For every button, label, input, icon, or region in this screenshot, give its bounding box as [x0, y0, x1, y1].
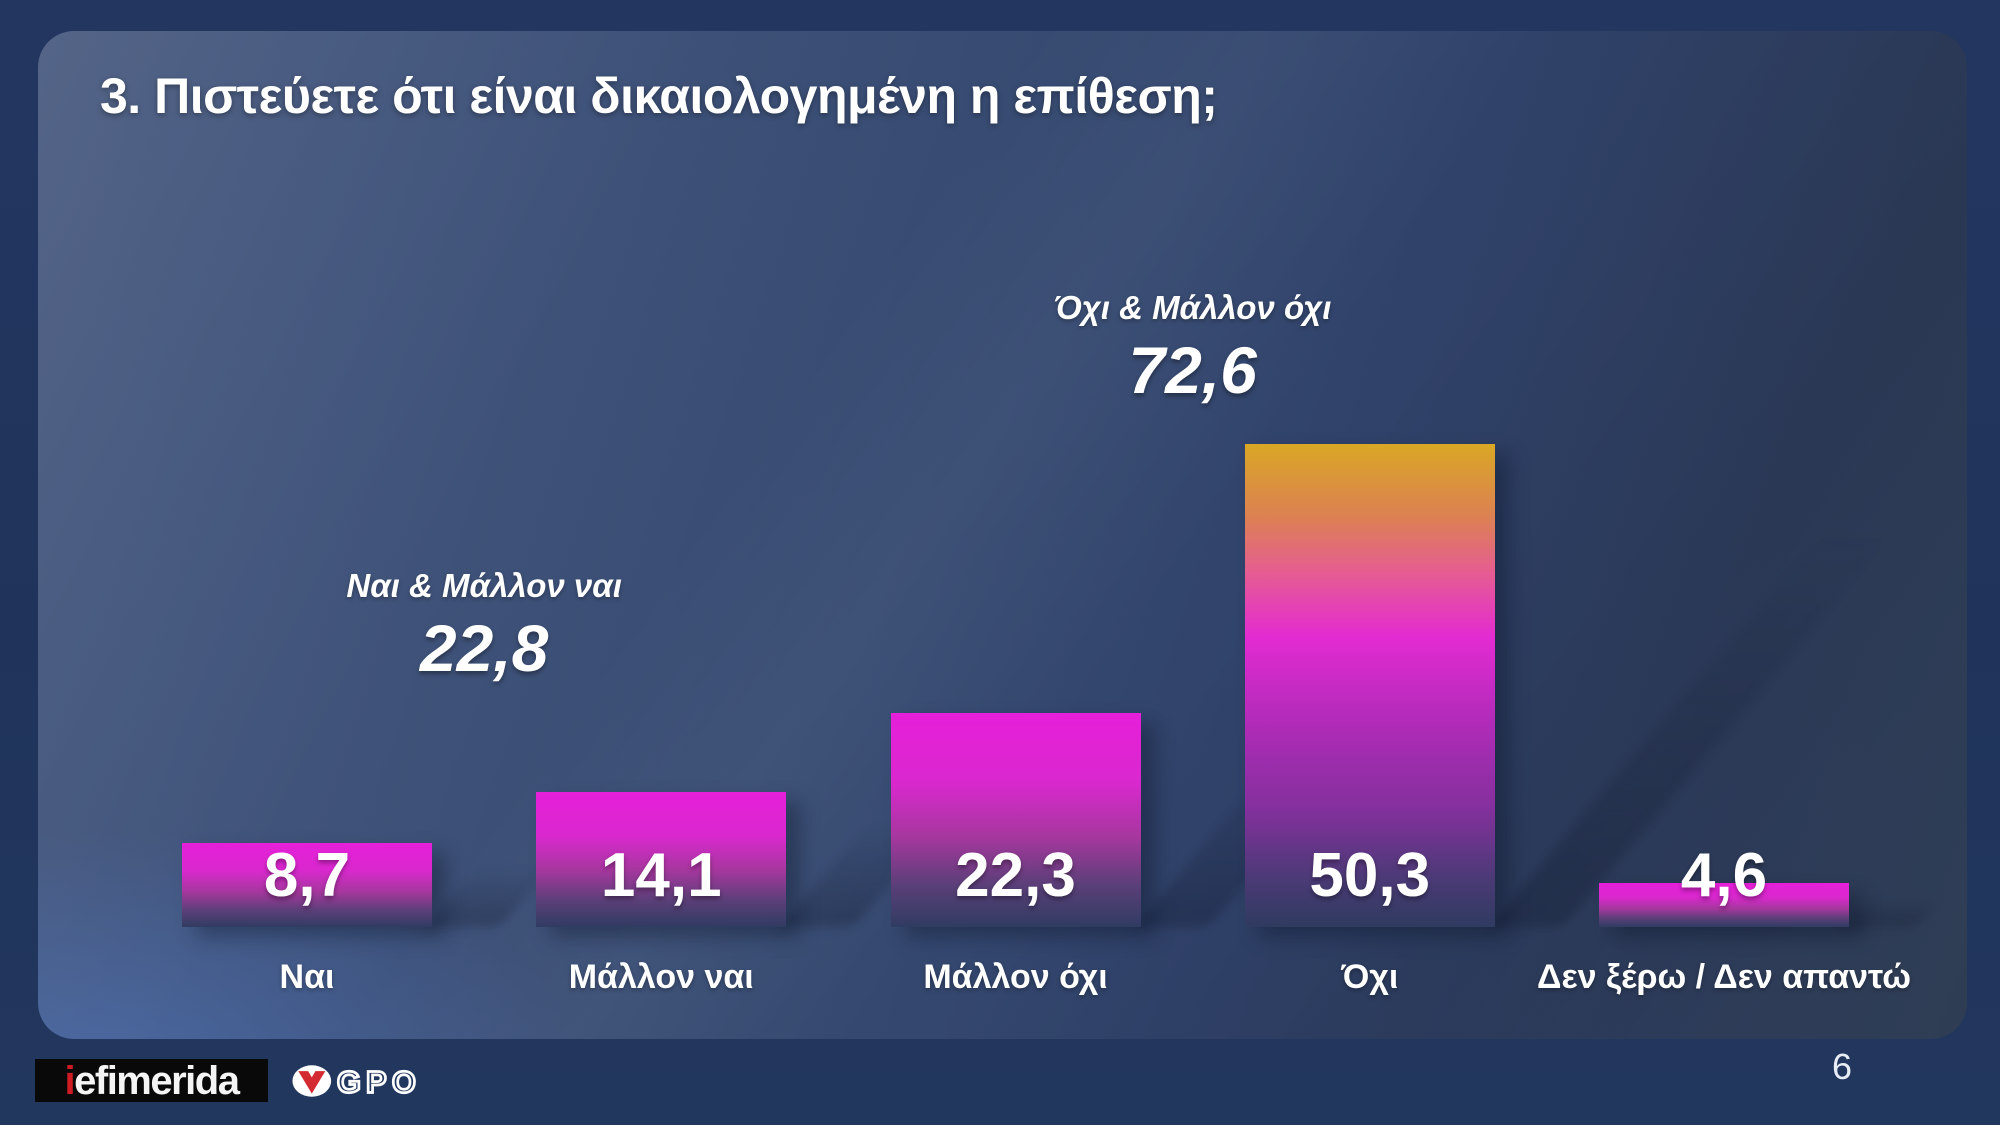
iefimerida-logo-text: efimerida: [74, 1058, 240, 1103]
iefimerida-logo: i efimerida: [35, 1059, 268, 1102]
bar-value-label: 14,1: [600, 841, 722, 910]
gpo-chevron-icon: [298, 1071, 326, 1094]
bar-value-label: 8,7: [263, 841, 351, 910]
page-number: 6: [1831, 1046, 1852, 1087]
bar-category-label: Όχι: [1341, 958, 1399, 996]
group-annotation-value: 22,8: [419, 611, 549, 685]
group-annotation-no: Όχι & Μάλλον όχι 72,6: [893, 289, 1493, 407]
bar-category-label: Δεν ξέρω / Δεν απαντώ: [1537, 958, 1911, 996]
bar-category-label: Μάλλον ναι: [568, 958, 754, 996]
bar-value-label: 22,3: [955, 841, 1076, 910]
bar-4: [1244, 444, 1495, 927]
bar-value-label: 50,3: [1309, 841, 1431, 910]
bar-2: [536, 792, 787, 927]
bar-5: [1599, 883, 1849, 927]
bar-category-label: Μάλλον όχι: [923, 958, 1108, 996]
bar-3: [890, 713, 1141, 927]
group-annotation-label: Όχι & Μάλλον όχι: [1053, 289, 1332, 326]
gpo-logo-letters: GPO: [337, 1066, 421, 1100]
group-annotation-yes: Ναι & Μάλλον ναι 22,8: [184, 567, 784, 685]
bar-category-label: Ναι: [279, 958, 335, 996]
bar-chart: Ναι & Μάλλον ναι 22,8 Όχι & Μάλλον όχι 7…: [38, 31, 1967, 1039]
chart-panel: 3. Πιστεύετε ότι είναι δικαιολογημένη η …: [38, 31, 1967, 1039]
group-annotation-value: 72,6: [1128, 333, 1257, 407]
page-title: 3. Πιστεύετε ότι είναι δικαιολογημένη η …: [100, 68, 1218, 124]
group-annotation-label: Ναι & Μάλλον ναι: [346, 567, 622, 604]
bar-value-label: 4,6: [1680, 841, 1768, 910]
gpo-logo-graphic: GPO: [292, 1064, 421, 1101]
iefimerida-logo-i: i: [64, 1058, 76, 1103]
bar-1: [182, 843, 432, 927]
gpo-logo: GPO: [292, 1061, 472, 1101]
